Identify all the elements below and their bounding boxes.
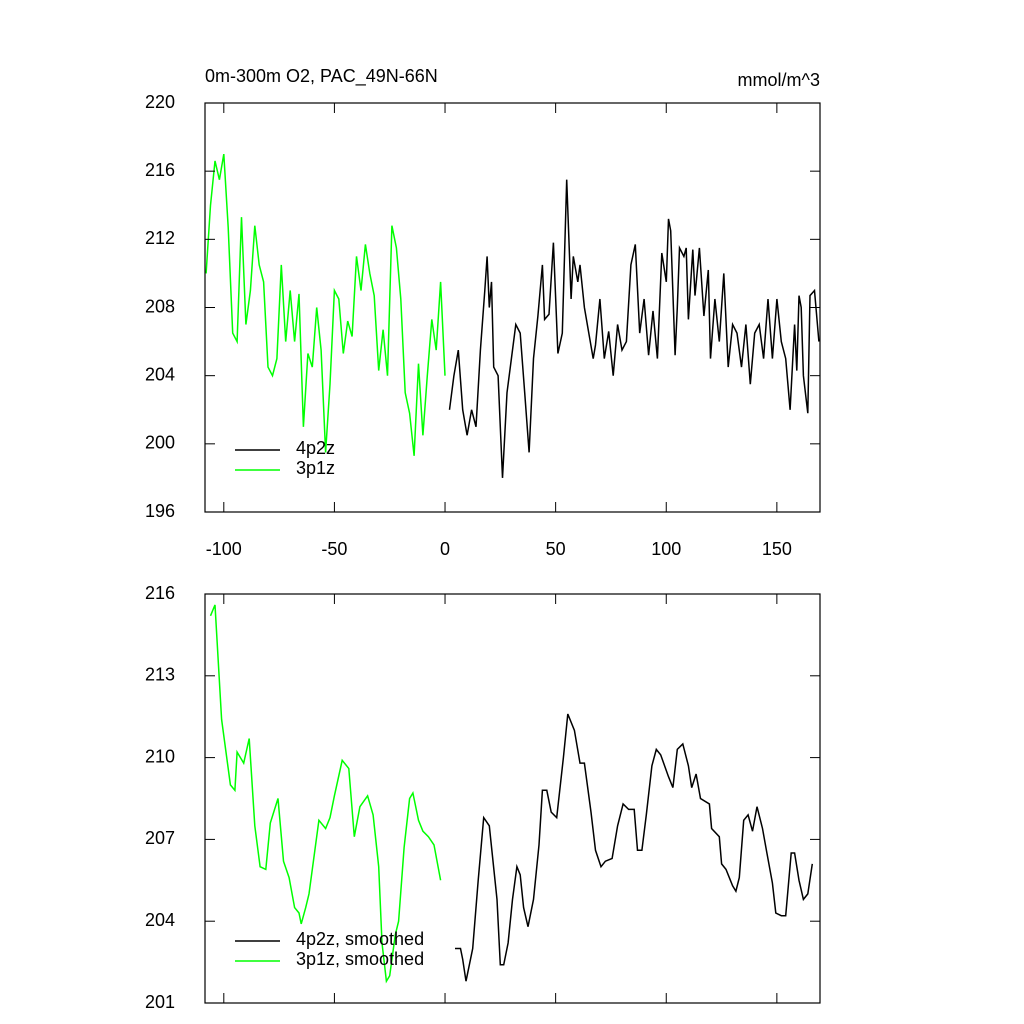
legend-label: 3p1z, smoothed xyxy=(296,949,424,969)
x-tick-label: 100 xyxy=(651,539,681,559)
legend-label: 3p1z xyxy=(296,458,335,478)
x-tick-label: 150 xyxy=(762,539,792,559)
x-tick-label: 0 xyxy=(440,539,450,559)
x-tick-label: -100 xyxy=(206,539,242,559)
y-tick-label: 210 xyxy=(145,746,175,766)
y-tick-label: 213 xyxy=(145,665,175,685)
y-tick-label: 204 xyxy=(145,910,175,930)
chart-title: 0m-300m O2, PAC_49N-66N xyxy=(205,66,438,87)
units-label: mmol/m^3 xyxy=(738,70,820,90)
data-line xyxy=(448,179,820,478)
y-tick-label: 207 xyxy=(145,828,175,848)
x-tick-label: 50 xyxy=(546,539,566,559)
x-tick-label: -50 xyxy=(321,539,347,559)
y-tick-label: 200 xyxy=(145,433,175,453)
data-line xyxy=(205,153,446,456)
legend-label: 4p2z, smoothed xyxy=(296,929,424,949)
y-tick-label: 212 xyxy=(145,228,175,248)
y-tick-label: 204 xyxy=(145,364,175,384)
y-tick-label: 216 xyxy=(145,160,175,180)
legend-label: 4p2z xyxy=(296,438,335,458)
y-tick-label: 220 xyxy=(145,92,175,112)
y-tick-label: 208 xyxy=(145,296,175,316)
data-line xyxy=(455,713,814,982)
y-tick-label: 216 xyxy=(145,583,175,603)
plot-frame xyxy=(204,593,821,1004)
y-tick-label: 201 xyxy=(145,992,175,1012)
data-line xyxy=(209,604,442,984)
y-tick-label: 196 xyxy=(145,501,175,521)
